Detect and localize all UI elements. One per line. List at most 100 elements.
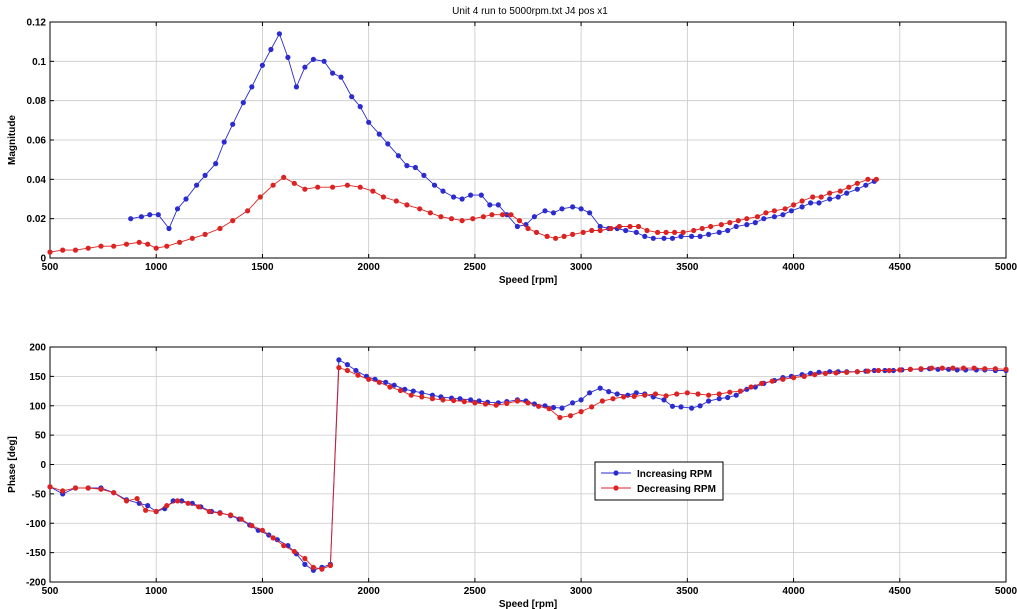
phase-point-decreasing: [642, 392, 648, 398]
phase-point-decreasing: [780, 376, 786, 382]
phase-point-decreasing: [196, 504, 202, 510]
magnitude-point-increasing: [827, 196, 833, 202]
phase-point-decreasing: [217, 510, 223, 516]
phase-point-decreasing: [228, 512, 234, 518]
phase-y-tick-label: 0: [40, 460, 46, 471]
phase-point-decreasing: [419, 394, 425, 400]
phase-point-decreasing: [319, 566, 325, 572]
magnitude-point-decreasing: [854, 180, 860, 186]
phase-x-tick-label: 4500: [889, 586, 912, 597]
magnitude-point-decreasing: [202, 231, 208, 237]
phase-point-decreasing: [536, 403, 542, 409]
phase-y-tick-label: -100: [26, 519, 46, 530]
magnitude-point-increasing: [249, 84, 255, 90]
magnitude-y-tick-label: 0.02: [27, 214, 47, 225]
phase-point-decreasing: [164, 503, 170, 509]
magnitude-point-increasing: [531, 214, 538, 220]
magnitude-point-increasing: [550, 210, 557, 216]
phase-point-decreasing: [206, 508, 212, 515]
phase-point-increasing: [476, 398, 482, 404]
phase-point-decreasing: [727, 389, 733, 395]
phase-point-decreasing: [525, 400, 531, 406]
magnitude-grid: [50, 22, 1006, 258]
legend-box: [594, 461, 724, 501]
legend: Increasing RPM Decreasing RPM: [594, 461, 724, 501]
phase-point-decreasing: [854, 369, 860, 375]
magnitude-point-decreasing: [544, 233, 550, 239]
magnitude-point-increasing: [733, 223, 739, 230]
magnitude-point-decreasing: [744, 216, 750, 222]
magnitude-point-increasing: [259, 62, 265, 68]
phase-ticks: 500 1000 1500 2000 2500 3000 3500 4000 4500 5000-…: [26, 343, 1017, 598]
magnitude-point-decreasing: [380, 194, 387, 200]
phase-point-decreasing: [482, 401, 489, 407]
magnitude-y-tick-label: 0.06: [27, 136, 47, 147]
magnitude-point-increasing: [138, 214, 144, 220]
phase-point-decreasing: [939, 365, 945, 371]
magnitude-point-decreasing: [245, 208, 251, 214]
phase-point-decreasing: [971, 365, 977, 371]
phase-point-increasing: [954, 367, 960, 373]
phase-point-decreasing: [812, 372, 818, 378]
phase-point-decreasing: [344, 367, 350, 374]
magnitude-point-increasing: [689, 233, 695, 239]
magnitude-point-decreasing: [72, 247, 79, 253]
magnitude-point-decreasing: [85, 245, 91, 251]
magnitude-point-decreasing: [570, 231, 576, 237]
magnitude-point-decreasing: [98, 243, 104, 249]
magnitude-point-decreasing: [357, 184, 363, 190]
phase-point-increasing: [410, 388, 416, 394]
phase-point-increasing: [597, 385, 603, 391]
magnitude-point-decreasing: [561, 233, 567, 239]
phase-point-decreasing: [886, 367, 892, 374]
phase-point-decreasing: [259, 527, 265, 533]
phase-point-increasing: [559, 405, 565, 411]
phase-point-decreasing: [281, 543, 287, 549]
phase-point-decreasing: [504, 400, 510, 406]
magnitude-point-increasing: [230, 121, 236, 127]
magnitude-point-increasing: [854, 186, 860, 192]
phase-point-decreasing: [98, 486, 104, 492]
magnitude-point-increasing: [366, 119, 372, 125]
phase-point-increasing: [383, 379, 389, 385]
magnitude-point-increasing: [321, 58, 327, 64]
magnitude-point-increasing: [310, 56, 316, 63]
magnitude-point-increasing: [385, 141, 391, 147]
magnitude-point-decreasing: [865, 176, 871, 182]
magnitude-point-decreasing: [217, 225, 223, 232]
phase-point-decreasing: [376, 379, 382, 385]
phase-point-decreasing: [85, 485, 91, 491]
magnitude-point-increasing: [147, 212, 153, 218]
magnitude-point-decreasing: [136, 239, 142, 245]
magnitude-y-tick-label: 0.04: [27, 175, 47, 186]
magnitude-point-increasing: [761, 216, 767, 222]
magnitude-point-increasing: [597, 223, 603, 230]
phase-series-decreasing: [47, 365, 1009, 572]
phase-point-increasing: [344, 362, 350, 368]
phase-point-decreasing: [387, 384, 393, 390]
magnitude-point-increasing: [716, 229, 722, 235]
phase-point-decreasing: [546, 406, 552, 412]
phase-y-tick-label: -50: [32, 489, 47, 500]
magnitude-point-increasing: [578, 206, 584, 212]
magnitude-point-decreasing: [153, 245, 159, 251]
magnitude-point-decreasing: [257, 194, 263, 200]
phase-point-increasing: [661, 397, 667, 403]
magnitude-point-increasing: [650, 235, 656, 241]
magnitude-ticks: 500 1000 1500 2000 2500 3000 3500 4000 4500 5000 0…: [27, 18, 1017, 274]
phase-point-decreasing: [72, 485, 79, 491]
magnitude-point-decreasing: [771, 208, 778, 214]
magnitude-point-increasing: [669, 235, 676, 241]
phase-x-tick-label: 500: [42, 586, 59, 597]
phase-point-decreasing: [652, 391, 659, 397]
phase-y-tick-label: 200: [29, 343, 46, 354]
magnitude-point-decreasing: [680, 229, 686, 235]
phase-point-decreasing: [684, 390, 690, 396]
phase-point-increasing: [689, 405, 695, 411]
phase-point-decreasing: [429, 396, 435, 402]
magnitude-point-increasing: [357, 104, 363, 110]
magnitude-point-decreasing: [525, 225, 531, 232]
magnitude-point-decreasing: [616, 223, 623, 230]
phase-point-decreasing: [737, 388, 744, 394]
magnitude-point-decreasing: [791, 202, 797, 208]
